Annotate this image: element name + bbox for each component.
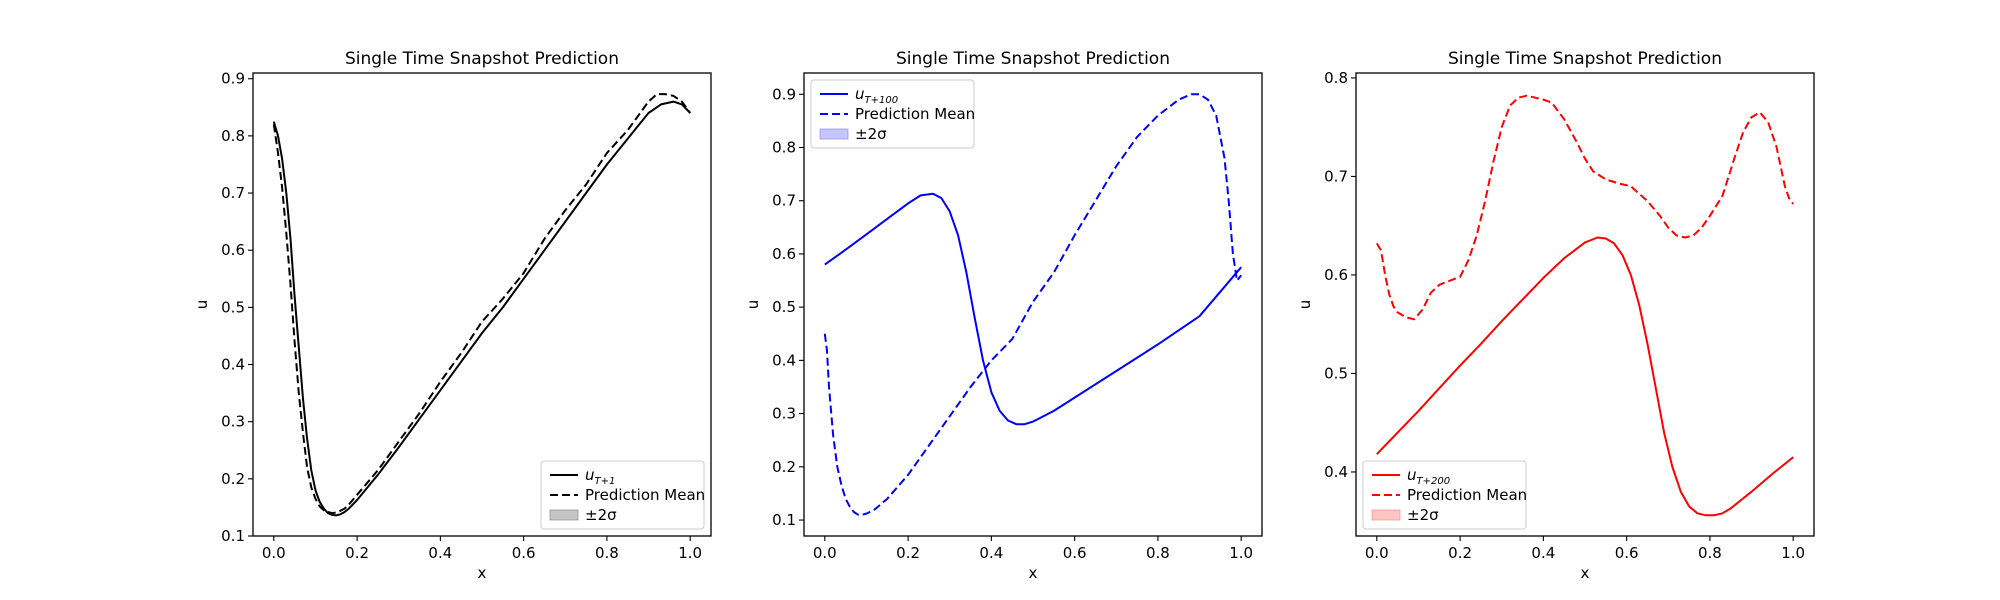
- legend-frame: [1362, 460, 1527, 530]
- legend-truth-subscript: T+100: [865, 95, 899, 106]
- y-tick-label: 0.8: [221, 127, 245, 145]
- legend-truth-label: uT+100: [855, 85, 898, 106]
- x-tick-label: 0.0: [813, 544, 837, 562]
- axes-frame: [803, 72, 1263, 537]
- y-tick-label: 0.9: [772, 85, 796, 103]
- x-tick-label: 1.0: [678, 544, 702, 562]
- legend-truth-base: u: [585, 466, 595, 484]
- x-tick-label: 0.8: [595, 544, 619, 562]
- legend-mean-label: Prediction Mean: [585, 486, 705, 504]
- y-tick-label: 0.9: [221, 70, 245, 88]
- legend-band-swatch: [819, 128, 849, 140]
- legend-band-label: ±2σ: [585, 506, 617, 524]
- y-tick-label: 0.7: [1324, 167, 1348, 185]
- x-tick-label: 0.4: [1531, 544, 1555, 562]
- x-tick-label: 0.6: [1615, 544, 1639, 562]
- legend-band-label: ±2σ: [1407, 506, 1439, 524]
- truth-series-line: [272, 100, 691, 517]
- legend-mean-label: Prediction Mean: [1407, 486, 1527, 504]
- subplot-1: Single Time Snapshot Prediction 0.0 0.2 0.4…: [193, 49, 712, 582]
- truth-series-line: [1376, 236, 1794, 517]
- y-axis-label: u: [744, 300, 762, 310]
- y-tick-label: 0.6: [221, 241, 245, 259]
- x-tick-label: 0.4: [428, 544, 452, 562]
- prediction-mean-line: [823, 93, 1242, 516]
- legend-truth-subscript: T+1: [595, 476, 616, 487]
- x-tick-label: 0.2: [1448, 544, 1472, 562]
- chart-title: Single Time Snapshot Prediction: [345, 49, 619, 69]
- chart-title: Single Time Snapshot Prediction: [896, 49, 1170, 69]
- y-axis-label: u: [193, 300, 211, 310]
- legend-truth-label: uT+200: [1407, 466, 1450, 487]
- y-tick-label: 0.6: [1324, 266, 1348, 284]
- x-tick-label: 0.0: [262, 544, 286, 562]
- x-tick-label: 1.0: [1229, 544, 1253, 562]
- axes-frame: [252, 72, 712, 537]
- legend-truth-subscript: T+200: [1417, 476, 1451, 487]
- y-tick-label: 0.4: [221, 356, 245, 374]
- y-tick-label: 0.5: [1324, 364, 1348, 382]
- legend-mean-label: Prediction Mean: [855, 105, 975, 123]
- x-tick-label: 0.8: [1146, 544, 1170, 562]
- x-tick-label: 0.0: [1365, 544, 1389, 562]
- prediction-mean-line: [1375, 94, 1795, 321]
- axes-frame: [1355, 72, 1815, 537]
- x-tick-label: 0.6: [512, 544, 536, 562]
- legend-band-swatch: [1371, 509, 1401, 521]
- y-tick-label: 0.4: [772, 351, 796, 369]
- y-tick-label: 0.6: [772, 245, 796, 263]
- y-tick-label: 0.3: [221, 413, 245, 431]
- y-tick-label: 0.2: [772, 458, 796, 476]
- subplot-2: Single Time Snapshot Prediction 0.0 0.2 0.4…: [744, 49, 1263, 582]
- x-tick-label: 1.0: [1781, 544, 1805, 562]
- legend-frame: [540, 460, 705, 530]
- legend-band-swatch: [549, 509, 579, 521]
- legend-truth-label: uT+1: [585, 466, 615, 487]
- legend-frame: [810, 79, 975, 149]
- y-tick-label: 0.2: [221, 470, 245, 488]
- x-axis-label: x: [1029, 564, 1038, 582]
- x-tick-label: 0.4: [979, 544, 1003, 562]
- y-tick-label: 0.5: [221, 298, 245, 316]
- y-tick-label: 0.8: [1324, 69, 1348, 87]
- chart-title: Single Time Snapshot Prediction: [1448, 49, 1722, 69]
- y-tick-label: 0.1: [221, 527, 245, 545]
- y-tick-label: 0.1: [772, 511, 796, 529]
- y-axis-label: u: [1296, 300, 1314, 310]
- subplot-3: Single Time Snapshot Prediction 0.0 0.2 0.4…: [1296, 49, 1815, 582]
- legend-band-label: ±2σ: [855, 125, 887, 143]
- legend-truth-base: u: [855, 85, 865, 103]
- y-tick-label: 0.8: [772, 139, 796, 157]
- x-axis-label: x: [1581, 564, 1590, 582]
- x-tick-label: 0.8: [1698, 544, 1722, 562]
- x-tick-label: 0.2: [345, 544, 369, 562]
- legend-truth-base: u: [1407, 466, 1417, 484]
- y-tick-label: 0.5: [772, 298, 796, 316]
- y-tick-label: 0.4: [1324, 463, 1348, 481]
- y-tick-label: 0.3: [772, 405, 796, 423]
- y-tick-label: 0.7: [221, 184, 245, 202]
- y-tick-label: 0.7: [772, 192, 796, 210]
- prediction-mean-line: [272, 93, 692, 515]
- x-tick-label: 0.2: [896, 544, 920, 562]
- truth-series-line: [824, 192, 1242, 426]
- x-axis-label: x: [478, 564, 487, 582]
- x-tick-label: 0.6: [1063, 544, 1087, 562]
